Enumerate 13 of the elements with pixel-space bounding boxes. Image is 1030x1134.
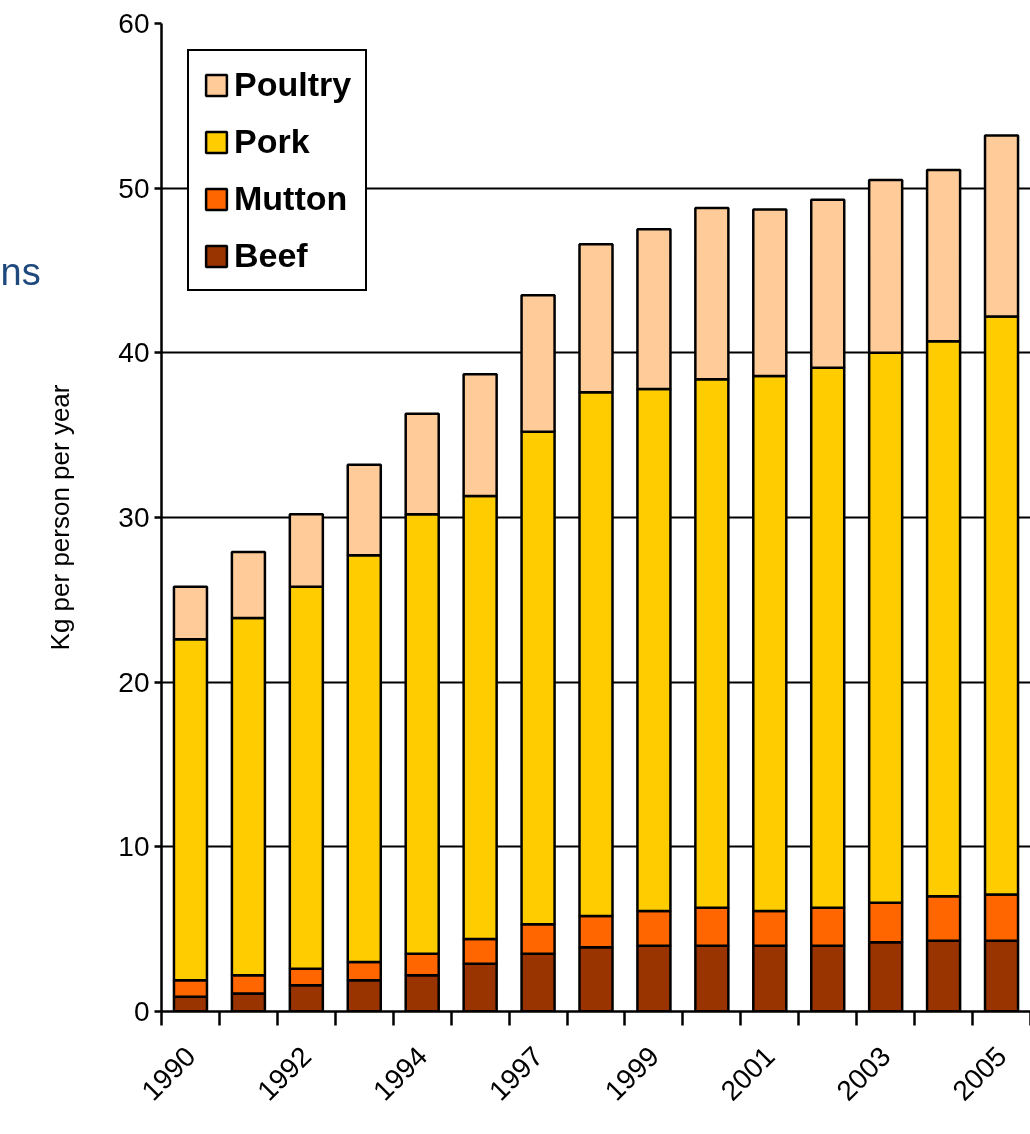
y-tick-label: 60 <box>118 8 150 39</box>
y-tick-label: 40 <box>118 337 150 369</box>
legend-label: Mutton <box>234 179 348 218</box>
legend-label: Beef <box>234 236 308 275</box>
y-tick-label: 50 <box>118 172 150 204</box>
legend-label: Pork <box>234 122 310 161</box>
y-tick-label: 20 <box>118 666 150 698</box>
y-tick-label: 10 <box>118 831 150 863</box>
y-axis-title: Kg per person per year <box>45 384 76 651</box>
y-tick-label: 30 <box>118 502 150 533</box>
y-tick-label: 0 <box>133 996 150 1027</box>
legend-label: Poultry <box>234 65 352 104</box>
text: ns <box>0 250 41 293</box>
